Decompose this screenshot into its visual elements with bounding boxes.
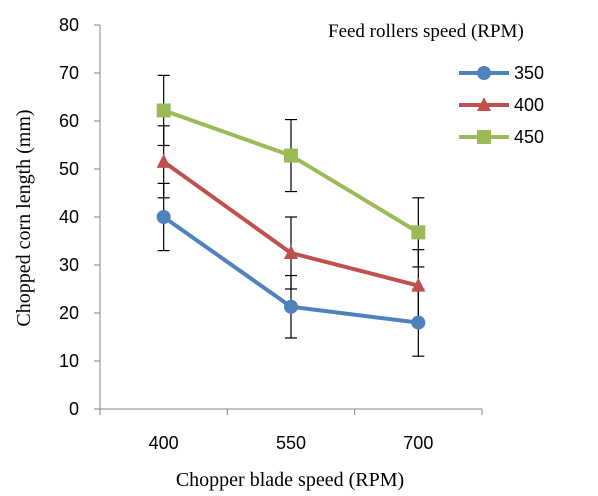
data-point-square bbox=[477, 130, 491, 144]
legend-item-450: 450 bbox=[459, 127, 544, 147]
y-tick-label: 80 bbox=[59, 15, 79, 35]
y-tick-label: 70 bbox=[59, 63, 79, 83]
series-markers bbox=[156, 103, 426, 330]
legend-item-350: 350 bbox=[459, 63, 544, 83]
legend-title: Feed rollers speed (RPM) bbox=[328, 21, 524, 42]
y-tick-label: 60 bbox=[59, 111, 79, 131]
y-axis-ticks: 0 10 20 30 40 50 60 70 80 bbox=[59, 15, 100, 419]
legend-label: 350 bbox=[514, 63, 544, 83]
y-tick-label: 0 bbox=[69, 399, 79, 419]
error-bars bbox=[157, 74, 425, 357]
legend-item-400: 400 bbox=[459, 95, 544, 115]
data-point-triangle bbox=[156, 153, 171, 168]
x-tick-label: 550 bbox=[276, 433, 306, 453]
y-tick-label: 40 bbox=[59, 207, 79, 227]
data-point-circle bbox=[156, 210, 171, 224]
data-point-triangle bbox=[477, 96, 491, 112]
y-tick-label: 30 bbox=[59, 255, 79, 275]
data-point-square bbox=[284, 148, 298, 163]
y-tick-label: 10 bbox=[59, 351, 79, 371]
legend: Feed rollers speed (RPM) 350 400 450 bbox=[328, 21, 544, 147]
x-tick-label: 400 bbox=[149, 433, 179, 453]
x-tick-label: 700 bbox=[403, 433, 433, 453]
data-point-circle bbox=[477, 66, 491, 80]
x-axis-ticks: 400 550 700 bbox=[99, 409, 483, 453]
data-point-square bbox=[156, 103, 171, 118]
legend-label: 450 bbox=[514, 127, 544, 147]
y-axis-title: Chopped corn length (mm) bbox=[13, 109, 35, 326]
data-point-triangle bbox=[284, 244, 298, 260]
data-point-triangle bbox=[411, 277, 426, 292]
y-tick-label: 50 bbox=[59, 159, 79, 179]
data-point-circle bbox=[284, 299, 298, 314]
y-tick-label: 20 bbox=[59, 303, 79, 323]
data-point-circle bbox=[411, 315, 426, 330]
x-axis-title: Chopper blade speed (RPM) bbox=[176, 469, 404, 491]
legend-label: 400 bbox=[514, 95, 544, 115]
data-point-square bbox=[411, 225, 426, 240]
